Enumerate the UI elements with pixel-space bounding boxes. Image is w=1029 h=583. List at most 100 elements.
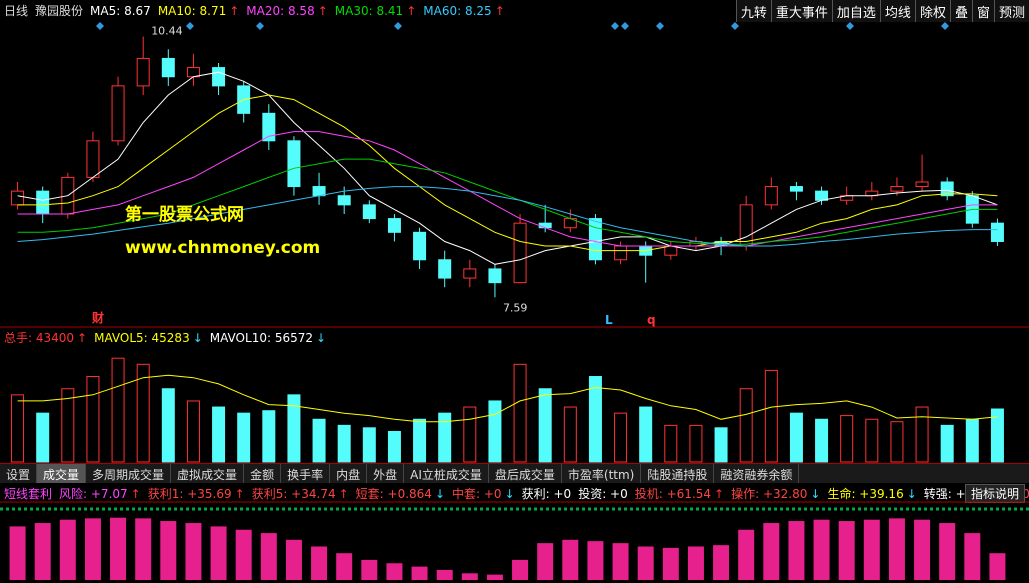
volume-bar bbox=[61, 388, 75, 463]
volume-bar bbox=[237, 412, 251, 463]
tab[interactable]: AI立桩成交量 bbox=[404, 464, 489, 483]
indicator-bar bbox=[562, 539, 579, 580]
tab[interactable]: 换手率 bbox=[281, 464, 331, 483]
candle-body bbox=[136, 57, 150, 87]
volume-bar bbox=[689, 424, 703, 463]
item-label: 短套: +0.864 bbox=[355, 487, 432, 501]
indicator-item: 获利: +0 bbox=[522, 485, 572, 502]
indicator-item: 中套: +0 ↓ bbox=[452, 485, 515, 502]
volume-bar bbox=[488, 400, 502, 463]
item-label: 投资: +0 bbox=[578, 487, 628, 501]
item-label: MA5: 8.67 bbox=[90, 3, 151, 18]
tab[interactable]: 设置 bbox=[0, 464, 38, 483]
low-label: 7.59 bbox=[503, 301, 528, 314]
volume-bar bbox=[588, 376, 602, 463]
volume-bar bbox=[664, 424, 678, 463]
indicator-bar bbox=[84, 518, 101, 580]
volume-bar bbox=[463, 406, 477, 463]
indicator-bar bbox=[637, 546, 654, 580]
arrow: ↑ bbox=[130, 487, 141, 501]
indicator-bar bbox=[411, 566, 428, 580]
candle-body bbox=[614, 245, 628, 261]
toolbar-button[interactable]: 窗 bbox=[971, 0, 994, 22]
indicator-item: 短套: +0.864 ↓ bbox=[356, 485, 445, 502]
candle-body bbox=[990, 222, 1004, 242]
volume-bar bbox=[890, 421, 904, 463]
arrow: ↓ bbox=[434, 487, 445, 501]
indicator-bar bbox=[34, 523, 51, 580]
item-label: 风险: +7.07 bbox=[59, 487, 128, 501]
volume-bar bbox=[840, 415, 854, 463]
volume-bar bbox=[815, 418, 829, 463]
tab[interactable]: 成交量 bbox=[37, 464, 87, 483]
volume-bar bbox=[262, 410, 276, 463]
tab[interactable]: 融资融券余额 bbox=[714, 464, 800, 483]
indicator-bar bbox=[185, 523, 202, 580]
volume-bar bbox=[387, 430, 401, 463]
item-label: MA20: 8.58 bbox=[246, 3, 315, 18]
item-label: MAVOL5: 45283 bbox=[94, 330, 190, 345]
candle-body bbox=[739, 204, 753, 247]
line bbox=[17, 158, 998, 245]
volume-bar bbox=[287, 394, 301, 463]
toolbar-button[interactable]: 除权 bbox=[914, 0, 950, 22]
toolbar-button[interactable]: 九转 bbox=[735, 0, 771, 22]
indicator-bar bbox=[110, 517, 127, 580]
indicator-bar bbox=[713, 545, 730, 580]
watermark: www.chnmoney.com bbox=[125, 238, 320, 258]
indicator-bar bbox=[587, 541, 604, 580]
indicator-item: MA5: 8.67 bbox=[90, 4, 151, 18]
volume-bar bbox=[513, 363, 527, 463]
tab[interactable]: 盘后成交量 bbox=[489, 464, 562, 483]
toolbar-button[interactable]: 均线 bbox=[879, 0, 915, 22]
toolbar-button[interactable]: 预测 bbox=[993, 0, 1029, 22]
tab[interactable]: 虚拟成交量 bbox=[171, 464, 245, 483]
candle-body bbox=[86, 140, 100, 178]
arrow: ↓ bbox=[316, 330, 327, 345]
volume-bar bbox=[563, 406, 577, 463]
volume-bar bbox=[212, 406, 226, 463]
candle-body bbox=[463, 268, 477, 279]
arrow: ↓ bbox=[504, 487, 515, 501]
event-mark: q bbox=[647, 313, 656, 327]
volume-bar bbox=[990, 408, 1004, 463]
indicator-bar bbox=[361, 559, 378, 580]
indicator-bar bbox=[260, 533, 277, 580]
indicator-help[interactable]: 指标说明 bbox=[964, 484, 1025, 503]
volume-bar bbox=[940, 424, 954, 463]
candle-body bbox=[789, 186, 803, 192]
volume-bar bbox=[86, 376, 100, 463]
indicator-item: 获利1: +35.69 ↑ bbox=[148, 485, 245, 502]
indicator-bar bbox=[336, 553, 353, 580]
arrow: ↓ bbox=[810, 487, 821, 501]
indicator-bar bbox=[989, 553, 1006, 580]
candle-body bbox=[588, 218, 602, 261]
indicator-bar bbox=[486, 574, 503, 580]
arrow: ↓ bbox=[906, 487, 917, 501]
candle-body bbox=[915, 181, 929, 188]
volume-bar bbox=[161, 388, 175, 463]
header: 日线 豫园股份 MA5: 8.67 MA10: 8.71 ↑ MA20: 8.58 ↑ MA3… bbox=[4, 2, 505, 19]
tab[interactable]: 多周期成交量 bbox=[86, 464, 172, 483]
indicator-item: MA10: 8.71 ↑ bbox=[158, 4, 239, 18]
tab[interactable]: 市盈率(ttm) bbox=[562, 464, 642, 483]
indicator-bar bbox=[788, 521, 805, 580]
toolbar-button[interactable]: 叠 bbox=[949, 0, 972, 22]
tab[interactable]: 陆股通持股 bbox=[641, 464, 715, 483]
toolbar-button[interactable]: 加自选 bbox=[831, 0, 880, 22]
volume-bar bbox=[36, 412, 50, 463]
line bbox=[17, 94, 998, 252]
tab[interactable]: 金额 bbox=[244, 464, 282, 483]
toolbar-button[interactable]: 重大事件 bbox=[770, 0, 832, 22]
candle-body bbox=[890, 186, 904, 192]
volume-bar bbox=[362, 427, 376, 463]
candle-body bbox=[940, 181, 954, 197]
indicator-bar bbox=[160, 521, 177, 580]
tab[interactable]: 外盘 bbox=[367, 464, 405, 483]
indicator-item: 操作: +32.80 ↓ bbox=[731, 485, 820, 502]
item-label: 生命: +39.16 bbox=[827, 487, 904, 501]
item-label: 获利5: +34.74 bbox=[251, 487, 336, 501]
event-diamonds bbox=[96, 22, 949, 30]
tab[interactable]: 内盘 bbox=[330, 464, 368, 483]
